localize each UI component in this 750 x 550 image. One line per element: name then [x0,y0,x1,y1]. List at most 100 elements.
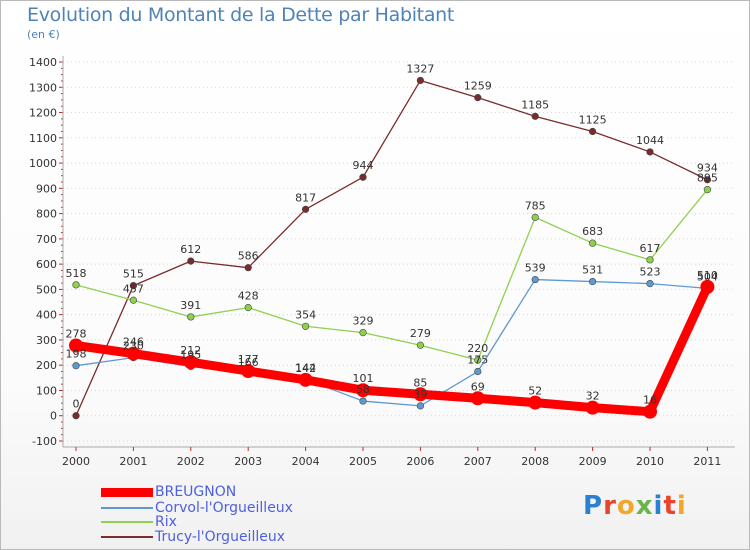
data-label: 1259 [464,80,492,93]
data-label: 85 [413,376,427,389]
data-label: 177 [238,353,259,366]
data-point [241,364,256,379]
data-point [126,346,141,361]
logo-letter: x [635,491,654,521]
data-label: 1185 [521,98,549,111]
legend-label: Corvol-l'Orgueilleux [155,500,293,516]
series-line [75,188,709,361]
data-label: 817 [295,191,316,204]
logo-letter: i [653,491,664,521]
logo-letter: P [583,491,604,521]
data-point [69,338,83,353]
series-line [75,278,709,407]
logo-letter: r [603,491,617,521]
data-point [302,205,310,213]
data-label: 144 [295,361,316,374]
data-point [129,282,137,290]
data-point [703,185,712,194]
data-label: 329 [353,315,374,328]
y-tick-label: 400 [36,309,57,322]
y-tick-label: 200 [36,359,57,372]
series-line [75,79,709,417]
x-tick-label: 2005 [349,455,377,468]
data-point [470,391,485,406]
data-label: 1125 [579,113,607,126]
data-point [302,322,310,330]
data-label: 101 [353,372,374,385]
x-tick-label: 2011 [693,455,721,468]
y-tick-label: 1400 [29,56,57,69]
legend-label: Rix [155,514,177,530]
legend-swatch [101,521,153,523]
data-label: 531 [582,264,603,277]
y-tick-label: 800 [36,208,57,221]
x-tick-label: 2008 [521,455,549,468]
data-point [531,112,539,120]
data-point [72,362,80,370]
data-point [588,277,597,286]
y-tick-label: -100 [32,435,57,448]
data-label: 198 [66,348,87,361]
data-point [588,239,597,247]
data-point [531,275,539,284]
y-tick-label: 1000 [29,157,57,170]
data-label: 504 [697,270,718,283]
data-label: 16 [643,394,657,407]
chart-unit-label: (en €) [27,28,60,41]
x-tick-label: 2004 [292,455,320,468]
data-label: 230 [123,340,144,353]
data-point [359,397,367,405]
data-point [413,387,428,402]
logo-letter: t [663,491,677,521]
chart-title: Evolution du Montant de la Dette par Hab… [27,4,455,26]
legend-swatch [101,536,153,538]
x-tick-label: 2002 [177,455,205,468]
data-label: 279 [410,327,431,340]
data-point [700,279,715,294]
data-point [588,127,597,136]
x-tick-label: 2001 [119,455,147,468]
data-label: 617 [640,242,661,255]
x-tick-label: 2006 [406,455,434,468]
data-label: 52 [528,385,542,398]
data-label: 934 [697,162,718,175]
data-label: 895 [697,172,718,185]
legend-swatch [101,488,153,497]
y-tick-label: 900 [36,182,57,195]
data-point [416,341,425,349]
data-point [72,281,80,289]
data-point [187,257,195,265]
data-point [474,367,482,376]
data-point [244,303,252,312]
data-label: 785 [525,199,546,212]
data-label: 142 [295,362,316,375]
data-label: 523 [640,266,661,279]
data-point [416,402,425,410]
proxiti-logo: Proxiti [583,491,687,521]
data-label: 246 [123,336,144,349]
x-tick-label: 2000 [62,455,90,468]
x-tick-label: 2007 [464,455,492,468]
y-tick-label: 700 [36,233,57,246]
data-point [359,329,367,337]
data-point [187,313,195,321]
y-tick-label: 300 [36,334,57,347]
x-tick-label: 2003 [234,455,262,468]
data-point [72,412,80,420]
y-tick-label: 1300 [29,81,57,94]
x-tick-label: 2009 [579,455,607,468]
data-label: 428 [238,290,259,303]
y-tick-label: 1100 [29,132,57,145]
data-point [646,279,654,288]
data-label: 539 [525,262,546,275]
y-tick-label: 100 [36,384,57,397]
data-point [528,395,543,410]
data-label: 32 [586,390,600,403]
data-label: 515 [123,268,144,281]
data-point [416,76,425,85]
data-label: 58 [356,383,370,396]
legend-swatch [101,507,153,509]
data-label: 39 [413,388,427,401]
data-label: 278 [66,327,87,340]
